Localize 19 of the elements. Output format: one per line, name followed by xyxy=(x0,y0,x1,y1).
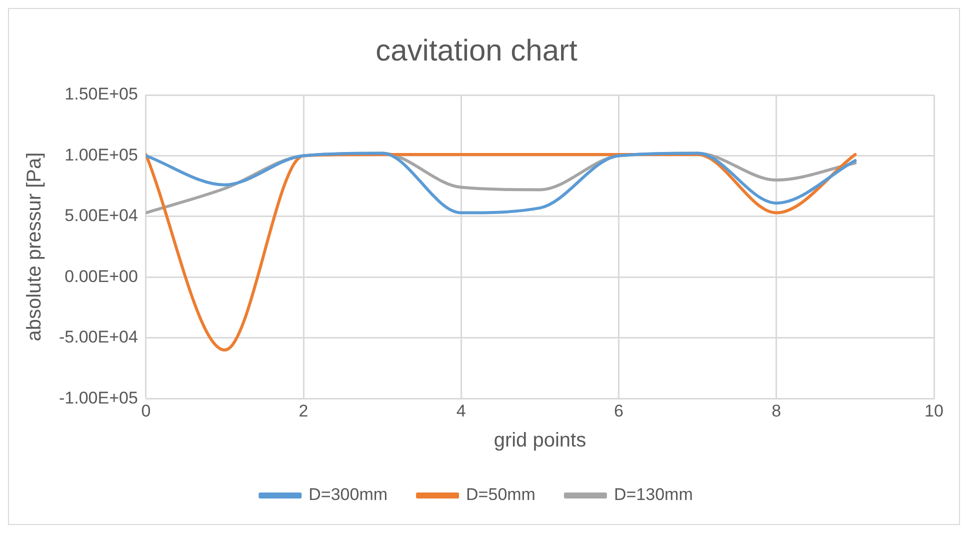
x-tick-label: 6 xyxy=(614,401,624,420)
legend-label: D=300mm xyxy=(308,485,388,504)
x-tick-label: 10 xyxy=(924,401,944,420)
line-series xyxy=(146,152,857,214)
x-tick-label: 4 xyxy=(456,401,466,420)
y-tick-label: 1.00E+05 xyxy=(64,145,138,164)
y-tick-label: 1.50E+05 xyxy=(64,84,138,104)
y-tick-label: 0.00E+00 xyxy=(64,266,138,286)
x-tick-label: 0 xyxy=(141,401,151,420)
x-tick-label: 8 xyxy=(772,401,782,420)
y-axis-title: absolute pressur [Pa] xyxy=(24,152,46,342)
x-tick-label: 2 xyxy=(298,401,308,420)
legend-label: D=50mm xyxy=(466,485,536,504)
y-tick-label: 5.00E+04 xyxy=(64,206,138,226)
y-tick-label: -1.00E+05 xyxy=(58,388,138,408)
chart-title: cavitation chart xyxy=(376,34,578,68)
legend-label: D=130mm xyxy=(614,485,693,504)
x-axis-title: grid points xyxy=(494,430,586,452)
y-tick-label: -5.00E+04 xyxy=(58,328,138,347)
